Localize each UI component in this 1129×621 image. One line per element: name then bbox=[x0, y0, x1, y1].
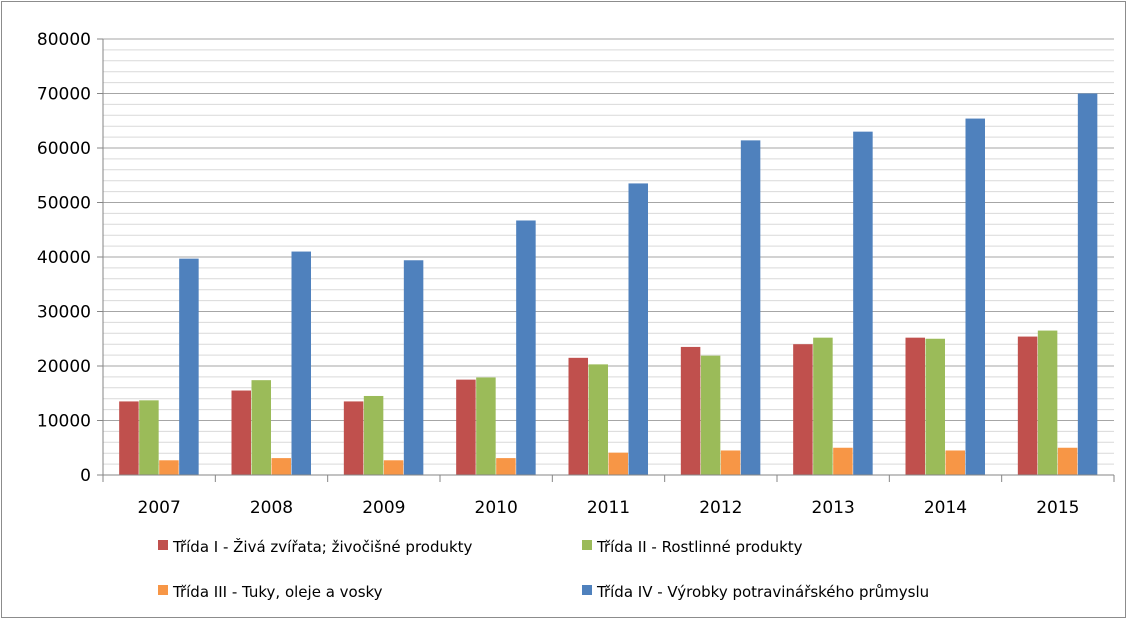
legend-item-1: Třída I - Živá zvířata; živočišné produk… bbox=[158, 537, 473, 556]
bar-2011-series-4 bbox=[628, 183, 648, 476]
bar-2014-series-4 bbox=[965, 118, 985, 475]
y-tick-label: 50000 bbox=[37, 194, 91, 214]
bar-2013-series-4 bbox=[853, 131, 873, 475]
legend-label: Třída IV - Výrobky potravinářského průmy… bbox=[596, 583, 929, 601]
bar-2007-series-2 bbox=[139, 400, 159, 475]
bar-2015-series-1 bbox=[1017, 336, 1038, 475]
bar-2010-series-3 bbox=[496, 458, 516, 475]
x-tick-label: 2007 bbox=[138, 498, 181, 518]
bars bbox=[119, 93, 1098, 476]
bar-2008-series-3 bbox=[271, 458, 291, 475]
bar-2010-series-1 bbox=[456, 379, 476, 475]
bar-2009-series-2 bbox=[363, 395, 384, 475]
bar-2011-series-2 bbox=[588, 364, 608, 475]
y-tick-label: 70000 bbox=[37, 85, 91, 105]
x-tick-label: 2011 bbox=[587, 498, 630, 518]
x-tick-label: 2013 bbox=[812, 498, 855, 518]
x-tick-label: 2014 bbox=[924, 498, 967, 518]
legend-label: Třída II - Rostlinné produkty bbox=[596, 538, 803, 556]
bar-2012-series-1 bbox=[680, 346, 701, 475]
y-tick-label: 80000 bbox=[37, 30, 91, 50]
y-tick-label: 30000 bbox=[37, 303, 91, 323]
x-tick-label: 2012 bbox=[699, 498, 742, 518]
bar-2009-series-1 bbox=[343, 401, 364, 475]
legend-swatch bbox=[582, 540, 592, 550]
axes bbox=[97, 38, 1115, 482]
y-tick-label: 40000 bbox=[37, 248, 91, 268]
bar-2011-series-1 bbox=[568, 357, 588, 475]
bar-2013-series-1 bbox=[793, 344, 813, 475]
x-tick-label: 2008 bbox=[250, 498, 293, 518]
bar-2014-series-3 bbox=[945, 450, 965, 475]
bar-2014-series-2 bbox=[925, 338, 945, 475]
legend-swatch bbox=[582, 585, 592, 595]
bar-2013-series-2 bbox=[813, 337, 833, 475]
bar-2007-series-1 bbox=[119, 401, 139, 475]
legend-item-3: Třída III - Tuky, oleje a vosky bbox=[158, 583, 383, 601]
bar-2015-series-4 bbox=[1077, 93, 1098, 475]
bar-2012-series-4 bbox=[740, 140, 761, 475]
y-tick-label: 20000 bbox=[37, 357, 91, 377]
bar-2007-series-3 bbox=[159, 460, 179, 475]
legend: Třída I - Živá zvířata; živočišné produk… bbox=[158, 537, 929, 601]
y-tick-label: 0 bbox=[80, 466, 91, 486]
bar-2009-series-3 bbox=[383, 460, 404, 475]
bar-2014-series-1 bbox=[905, 337, 925, 475]
x-tick-label: 2010 bbox=[475, 498, 518, 518]
legend-label: Třída III - Tuky, oleje a vosky bbox=[172, 583, 383, 601]
bar-2010-series-4 bbox=[516, 220, 536, 475]
bar-2012-series-3 bbox=[720, 450, 741, 475]
bar-2012-series-2 bbox=[700, 355, 721, 475]
bar-2011-series-3 bbox=[608, 452, 628, 475]
bar-2008-series-1 bbox=[231, 390, 251, 475]
bar-2008-series-4 bbox=[291, 251, 311, 475]
legend-label: Třída I - Živá zvířata; živočišné produk… bbox=[172, 537, 473, 556]
y-tick-label: 10000 bbox=[37, 412, 91, 432]
bar-2009-series-4 bbox=[403, 260, 424, 475]
legend-swatch bbox=[158, 585, 168, 595]
bar-2013-series-3 bbox=[833, 447, 853, 475]
tick-labels: 0 10000 20000 30000 40000 50000 60000 70000 8000… bbox=[37, 30, 1080, 518]
bar-2010-series-2 bbox=[476, 377, 496, 475]
x-tick-label: 2015 bbox=[1036, 498, 1079, 518]
x-tick-label: 2009 bbox=[362, 498, 405, 518]
legend-swatch bbox=[158, 540, 168, 550]
y-tick-label: 60000 bbox=[37, 139, 91, 159]
bar-2008-series-2 bbox=[251, 380, 271, 475]
bar-2015-series-3 bbox=[1057, 447, 1078, 475]
legend-item-2: Třída II - Rostlinné produkty bbox=[582, 538, 803, 556]
bar-2015-series-2 bbox=[1037, 330, 1058, 475]
bar-2007-series-4 bbox=[179, 258, 199, 475]
legend-item-4: Třída IV - Výrobky potravinářského průmy… bbox=[582, 583, 929, 601]
